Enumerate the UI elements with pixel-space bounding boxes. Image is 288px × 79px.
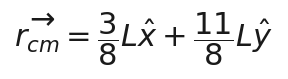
Text: $\overrightarrow{r_{cm}} = \dfrac{3}{8}L\hat{x} + \dfrac{11}{8}L\hat{y}$: $\overrightarrow{r_{cm}} = \dfrac{3}{8}L… — [14, 11, 274, 68]
